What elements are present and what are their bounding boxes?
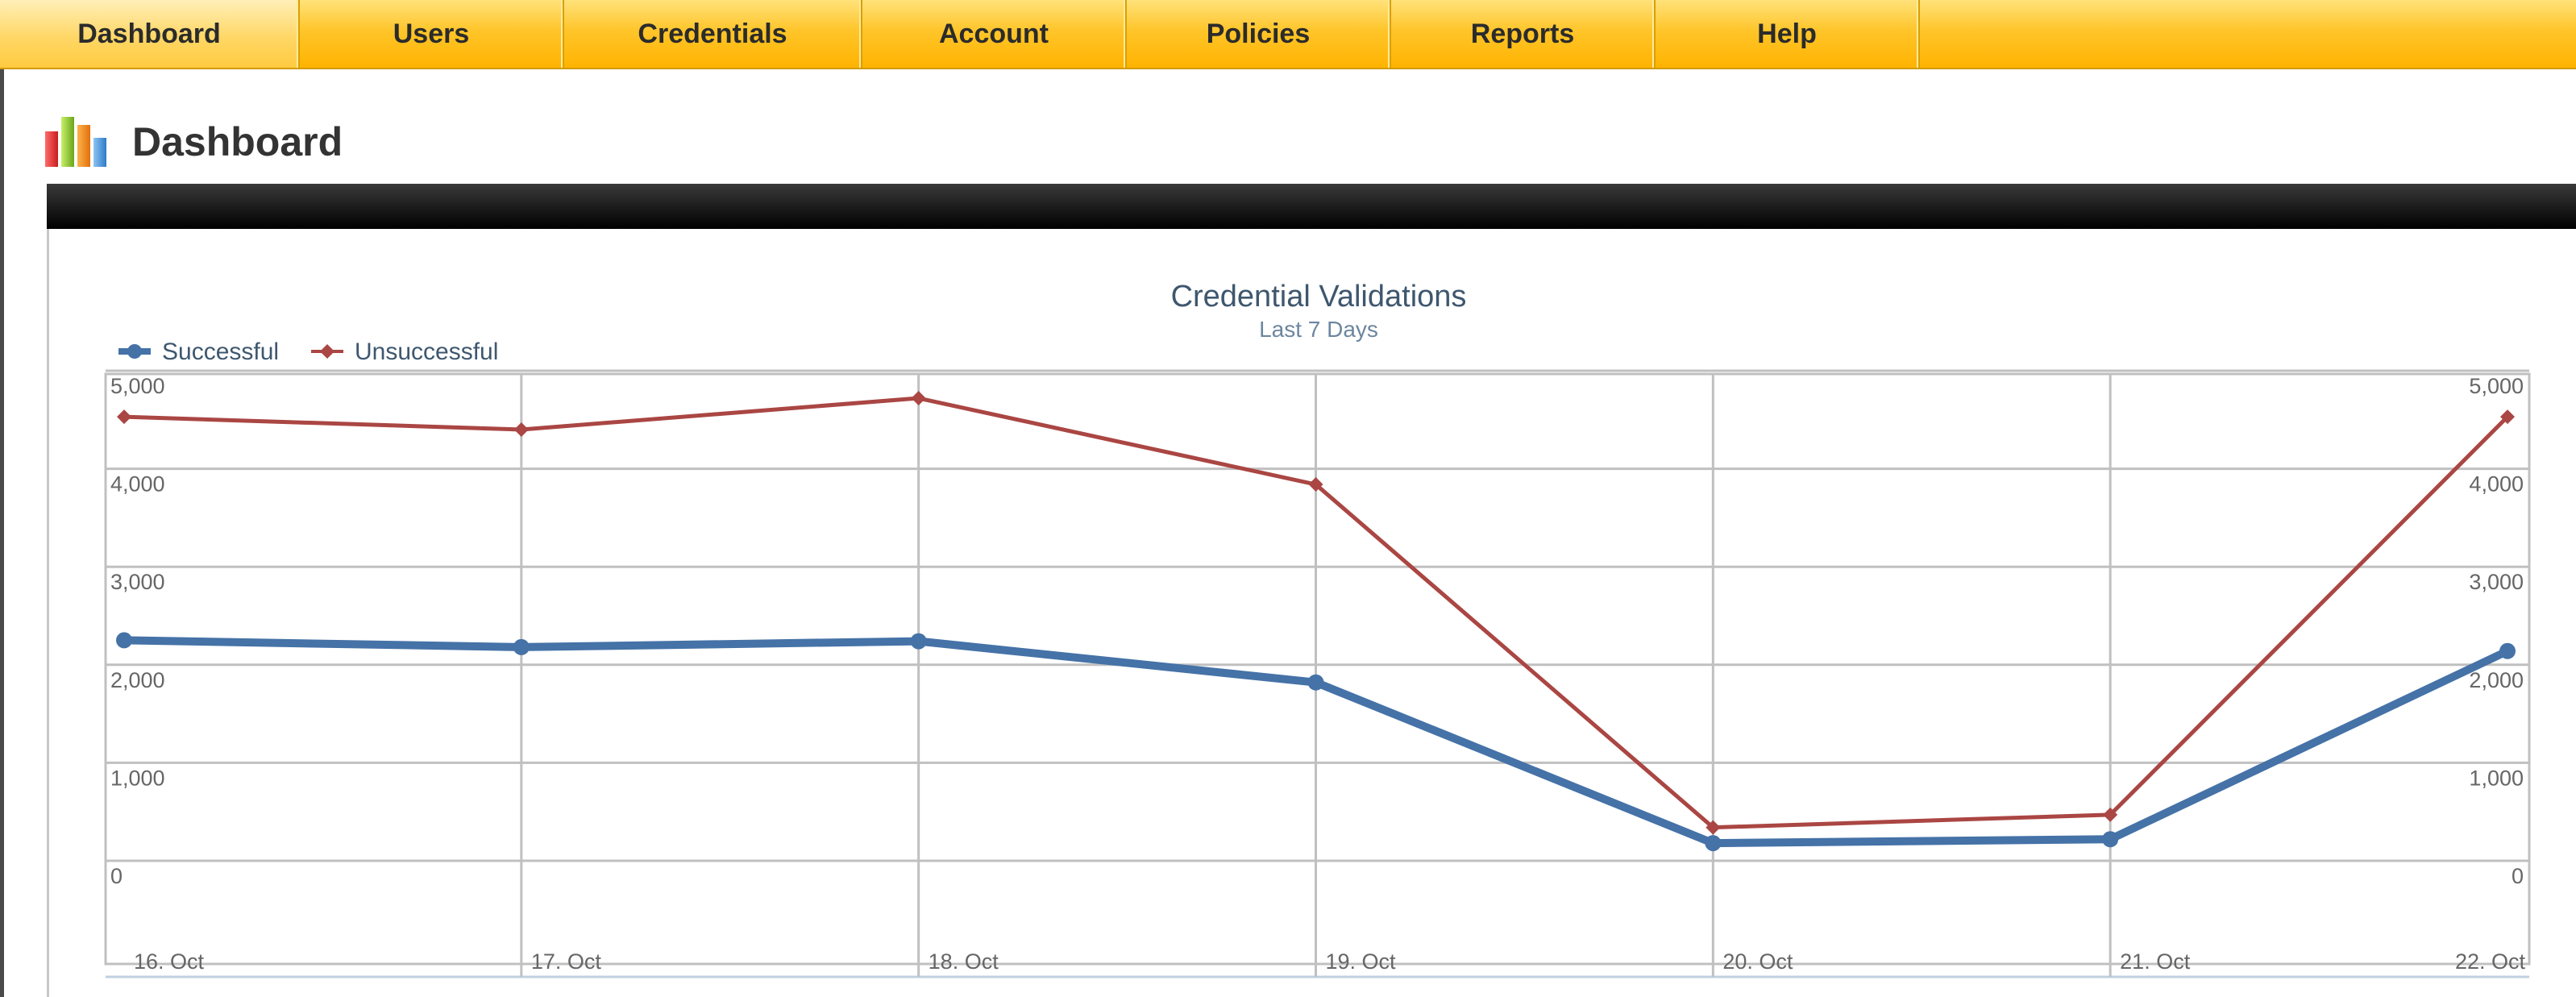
data-point-successful (1307, 674, 1324, 691)
nav-tab-help[interactable]: Help (1656, 0, 1920, 68)
nav-tab-credentials[interactable]: Credentials (564, 0, 862, 68)
data-point-unsuccessful (1706, 820, 1721, 835)
y-tick-label-right: 2,000 (2469, 668, 2524, 692)
x-tick-label: 18. Oct (929, 949, 999, 974)
bar-chart-icon (45, 117, 106, 167)
data-point-unsuccessful (513, 422, 529, 437)
x-tick-label: 17. Oct (531, 949, 602, 974)
x-tick-label: 21. Oct (2120, 949, 2191, 974)
data-point-successful (1705, 835, 1722, 852)
chart-title: Credential Validations (1171, 280, 1467, 314)
page-header: Dashboard (44, 110, 343, 174)
y-tick-label-right: 3,000 (2469, 570, 2524, 594)
panel-header-bar (47, 184, 2576, 229)
y-tick-label-left: 5,000 (110, 374, 165, 398)
x-tick-label: 16. Oct (134, 949, 205, 974)
main-navigation: Dashboard Users Credentials Account Poli… (0, 0, 2576, 69)
window-left-edge (0, 69, 4, 997)
y-tick-label-left: 1,000 (110, 766, 165, 790)
legend-marker-successful (127, 344, 142, 359)
nav-tab-reports[interactable]: Reports (1391, 0, 1656, 68)
data-point-unsuccessful (2103, 807, 2118, 822)
x-tick-label: 19. Oct (1326, 949, 1397, 974)
legend-marker-unsuccessful (320, 344, 334, 359)
data-point-unsuccessful (2500, 409, 2515, 425)
x-tick-label: 20. Oct (1722, 949, 1793, 974)
plot-border (104, 372, 2531, 966)
credential-validations-chart: Credential Validations Last 7 Days 0 0 1,000… (104, 280, 2531, 978)
chart-panel: Credential Validations Last 7 Days 0 0 1,000… (47, 229, 2576, 997)
data-point-successful (910, 633, 927, 650)
y-tick-label-right: 0 (2512, 864, 2524, 888)
legend-label-unsuccessful: Unsuccessful (355, 339, 498, 365)
nav-tab-users[interactable]: Users (300, 0, 564, 68)
nav-tab-account[interactable]: Account (862, 0, 1127, 68)
chart-subtitle: Last 7 Days (1259, 317, 1378, 342)
data-point-successful (116, 632, 132, 649)
y-tick-label-right: 5,000 (2469, 374, 2524, 398)
data-point-unsuccessful (911, 391, 926, 406)
nav-tab-dashboard[interactable]: Dashboard (0, 0, 300, 68)
y-tick-label-left: 3,000 (110, 570, 165, 594)
nav-tab-policies[interactable]: Policies (1127, 0, 1391, 68)
y-tick-label-right: 1,000 (2469, 766, 2524, 790)
data-point-successful (2102, 831, 2119, 848)
data-point-successful (513, 638, 530, 655)
y-tick-label-left: 4,000 (110, 472, 165, 496)
legend-label-successful: Successful (162, 339, 279, 365)
data-point-successful (2499, 642, 2516, 659)
page-title: Dashboard (132, 119, 343, 164)
y-tick-label-left: 0 (110, 864, 123, 888)
data-point-unsuccessful (1308, 477, 1323, 492)
x-tick-label: 22. Oct (2455, 949, 2526, 974)
y-tick-label-left: 2,000 (110, 668, 165, 692)
y-tick-label-right: 4,000 (2469, 472, 2524, 496)
data-point-unsuccessful (117, 409, 131, 425)
